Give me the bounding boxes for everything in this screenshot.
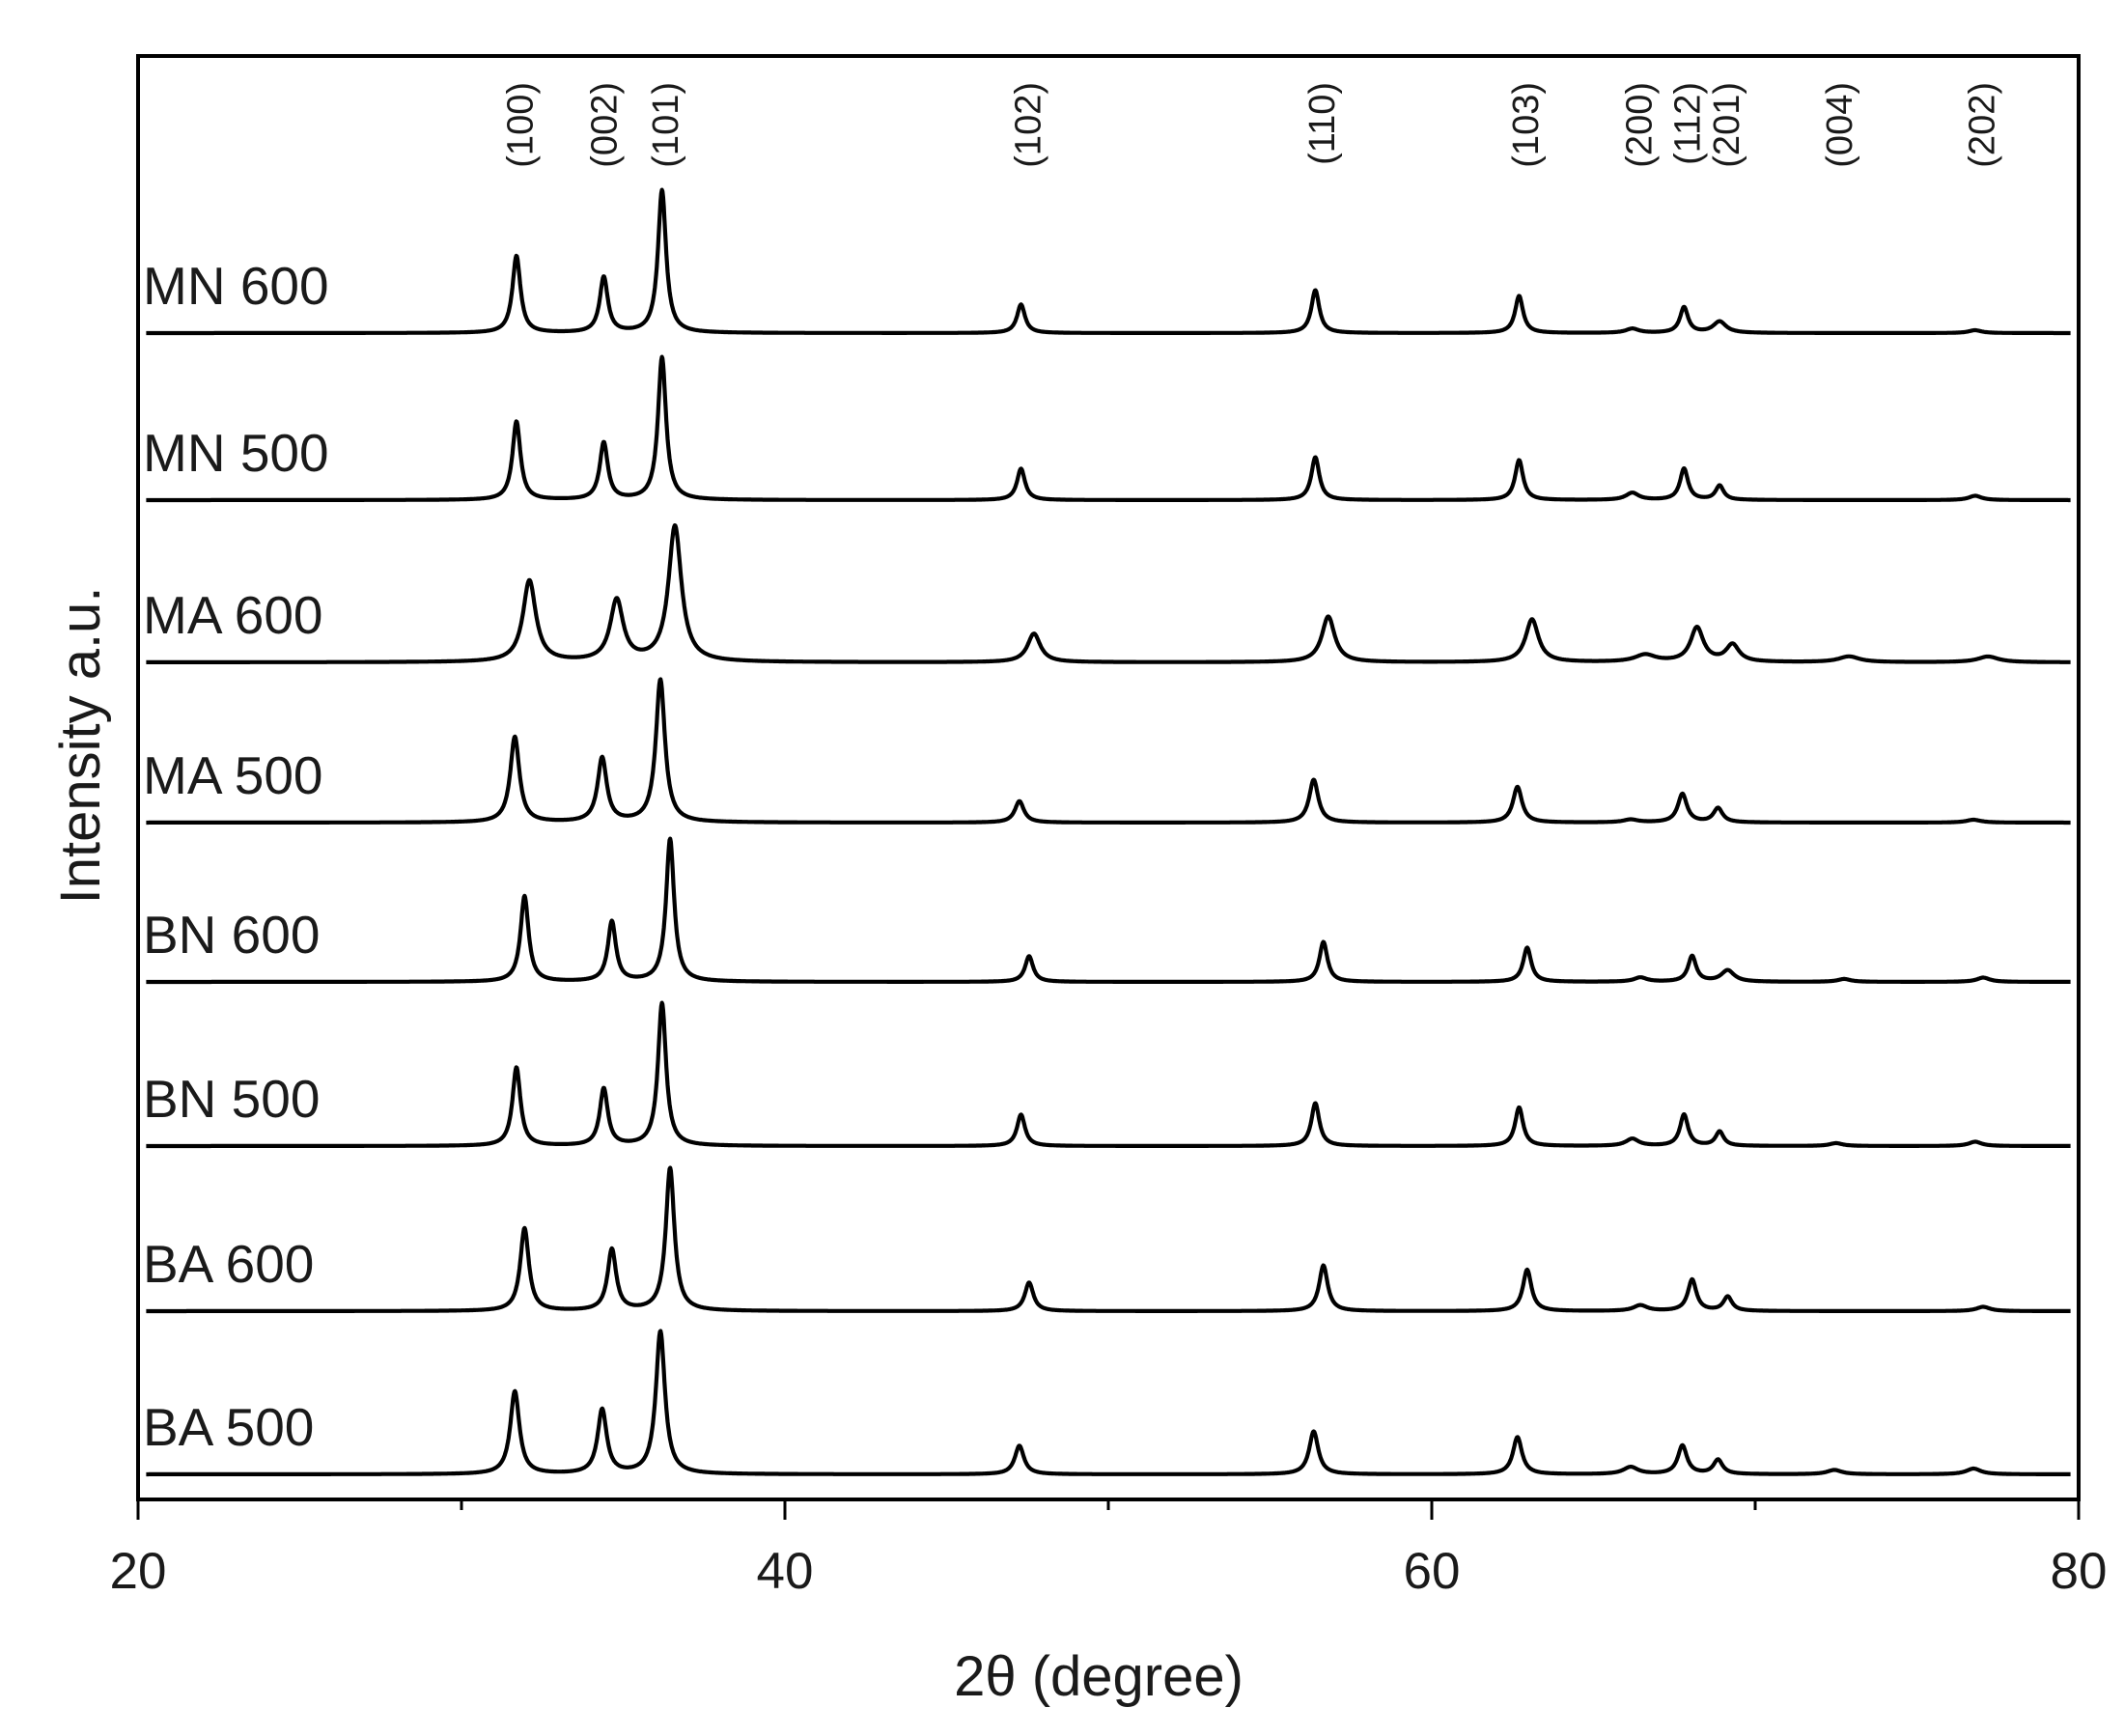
series-trace [144, 523, 2073, 664]
series-trace [144, 187, 2073, 336]
peak-label: (200) [1619, 82, 1660, 168]
series-label: BN 600 [143, 905, 320, 965]
peak-label: (112) [1668, 82, 1709, 165]
series-labels: MN 600 MN 500 MA 600 MA 500 BN 600 BN 500 BA 6… [143, 256, 329, 1457]
peak-label: (202) [1963, 82, 2003, 168]
x-tick-label: 20 [110, 1543, 167, 1600]
series-trace [144, 1329, 2073, 1477]
peak-label: (002) [584, 82, 625, 168]
series-label: BN 500 [143, 1069, 320, 1129]
series-label: MA 600 [143, 585, 323, 645]
peak-label: (102) [1008, 82, 1048, 168]
series-trace [144, 677, 2073, 826]
peak-label: (201) [1707, 82, 1747, 168]
x-tick-label: 80 [2051, 1543, 2108, 1600]
peak-label: (103) [1506, 82, 1547, 168]
series-label: BA 500 [143, 1397, 314, 1457]
x-tick-label: 60 [1404, 1543, 1461, 1600]
x-axis-ticks: 20 40 60 80 [110, 1499, 2108, 1600]
series-label: MA 500 [143, 745, 323, 805]
peak-label: (004) [1820, 82, 1860, 168]
peak-label: (100) [500, 82, 541, 168]
y-axis-title: Intensity a.u. [49, 587, 112, 905]
series-trace [144, 1165, 2073, 1314]
plot-frame [136, 54, 2081, 1501]
series-trace [144, 354, 2073, 503]
series-label: BA 600 [143, 1234, 314, 1294]
series-traces [144, 187, 2073, 1477]
series-label: MN 500 [143, 423, 329, 483]
peak-label: (101) [646, 82, 686, 168]
peak-labels: (100) (002) (101) (102) (110) (103) (200) (112)… [500, 82, 2002, 168]
x-tick-label: 40 [757, 1543, 814, 1600]
series-trace [144, 836, 2073, 985]
x-axis-title: 2θ (degree) [954, 1645, 1244, 1708]
series-trace [144, 1000, 2073, 1149]
series-label: MN 600 [143, 256, 329, 316]
peak-label: (110) [1302, 82, 1343, 165]
